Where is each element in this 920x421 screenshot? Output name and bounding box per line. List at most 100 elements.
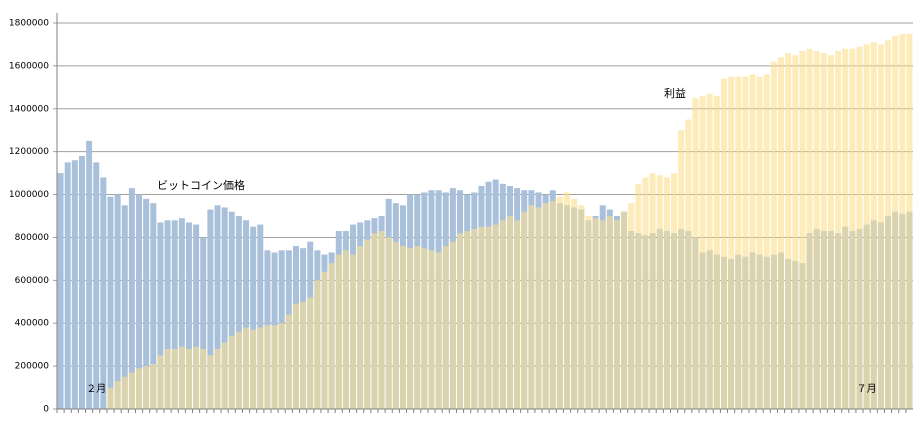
bar [728,76,735,409]
bar [171,348,178,409]
bar [778,57,785,410]
bar [86,140,93,409]
bar [478,226,485,409]
bar [285,314,292,409]
bar [243,327,250,409]
bar [278,323,285,409]
bar [128,188,135,409]
bar [164,220,171,409]
bar [792,55,799,410]
bar [599,220,606,409]
bar [221,207,228,409]
bar [514,220,521,409]
annotation: ビットコイン価格 [157,178,245,192]
bar [121,205,128,409]
bar [371,233,378,409]
bar [257,327,264,409]
bar [100,177,107,409]
bar [143,198,150,409]
bar [685,119,692,409]
bar [328,263,335,409]
bar [314,280,321,409]
y-tick-label: 0 [43,405,49,415]
bar [635,183,642,409]
bar [307,297,314,409]
bar [892,35,899,409]
bar [228,211,235,409]
bar [71,160,78,409]
bar [414,246,421,409]
bar [392,241,399,409]
bar [492,224,499,409]
bar [364,239,371,409]
bar [150,203,157,409]
bar [200,348,207,409]
bar [221,342,228,409]
bar [571,198,578,409]
bar [207,209,214,409]
bar [214,348,221,409]
bar [171,220,178,409]
bar [735,76,742,409]
bar [549,200,556,409]
bar [763,74,770,409]
bar [692,98,699,410]
bar [321,271,328,409]
bar [342,250,349,409]
bar [243,220,250,409]
bar [121,376,128,409]
bar [756,76,763,409]
bar [806,48,813,409]
bar [578,205,585,409]
bar [207,355,214,409]
bar [671,173,678,409]
bar [57,173,64,409]
bar [335,254,342,409]
bar [421,248,428,409]
bar [906,33,913,409]
bar [678,130,685,409]
bar [235,331,242,409]
y-tick-label: 200000 [15,362,50,372]
bar [564,192,571,409]
bar [235,216,242,409]
x-tick-label: ７月 [857,383,877,395]
bar [556,196,563,409]
bar [663,177,670,409]
bar [499,220,506,409]
y-tick-label: 1000000 [9,190,49,200]
bar [785,53,792,410]
bar [114,381,121,409]
bar [899,33,906,409]
bar [357,246,364,409]
bar [457,233,464,409]
bar [521,211,528,409]
bar [136,194,143,409]
bar [185,348,192,409]
bar [257,224,264,409]
bar [464,231,471,409]
bar [157,222,164,409]
bar [250,329,257,409]
bar [606,216,613,409]
bar [863,44,870,409]
bar [193,224,200,409]
bar [813,50,820,409]
bar [136,368,143,409]
bar [200,237,207,409]
bar [264,325,271,409]
y-tick-label: 600000 [15,276,50,286]
bar [842,48,849,409]
bar [506,216,513,409]
y-tick-label: 400000 [15,319,50,329]
bar [64,162,71,409]
bar [877,44,884,409]
bar [528,205,535,409]
bar [128,372,135,409]
bar [292,303,299,409]
bar [856,46,863,409]
bar [385,237,392,409]
bar [706,93,713,410]
bar [193,346,200,409]
bar [827,55,834,410]
